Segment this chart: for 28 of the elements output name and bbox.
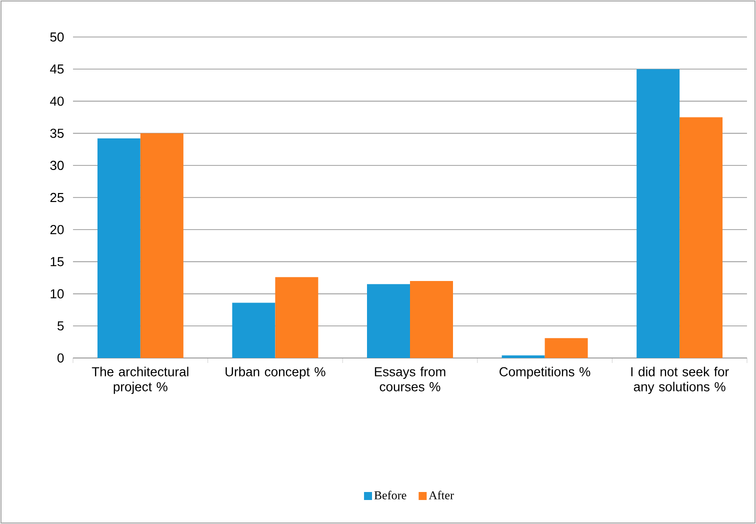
y-tick-label: 25 (50, 192, 64, 202)
bar (367, 284, 410, 358)
bar (140, 133, 184, 358)
y-tick-label: 5 (57, 321, 64, 330)
x-tick-label: Urban concept % (226, 366, 326, 379)
bar (410, 280, 453, 358)
x-tick-label: I did not seek for any solutions % (631, 366, 729, 394)
y-tick-label: 40 (50, 96, 64, 106)
bar (502, 355, 545, 358)
y-tick-label: 0 (57, 353, 64, 363)
y-tick-label: 30 (50, 160, 64, 170)
legend-label: Before (374, 490, 406, 500)
x-tick-label: Competitions % (500, 366, 590, 379)
y-tick-label: 35 (50, 128, 64, 138)
bar (544, 338, 588, 358)
y-tick-label: 45 (50, 64, 64, 74)
bar (232, 302, 276, 358)
bar (636, 69, 680, 358)
y-tick-label: 15 (50, 257, 64, 266)
y-tick-label: 50 (50, 32, 64, 42)
legend-label: After (428, 490, 454, 500)
bar (97, 138, 140, 358)
y-tick-label: 10 (50, 289, 64, 298)
x-tick-label: Essays from courses % (374, 366, 446, 392)
bar (680, 117, 723, 358)
x-tick-label: The architectural project % (92, 366, 188, 394)
bar (275, 277, 318, 358)
y-tick-label: 20 (50, 224, 64, 234)
